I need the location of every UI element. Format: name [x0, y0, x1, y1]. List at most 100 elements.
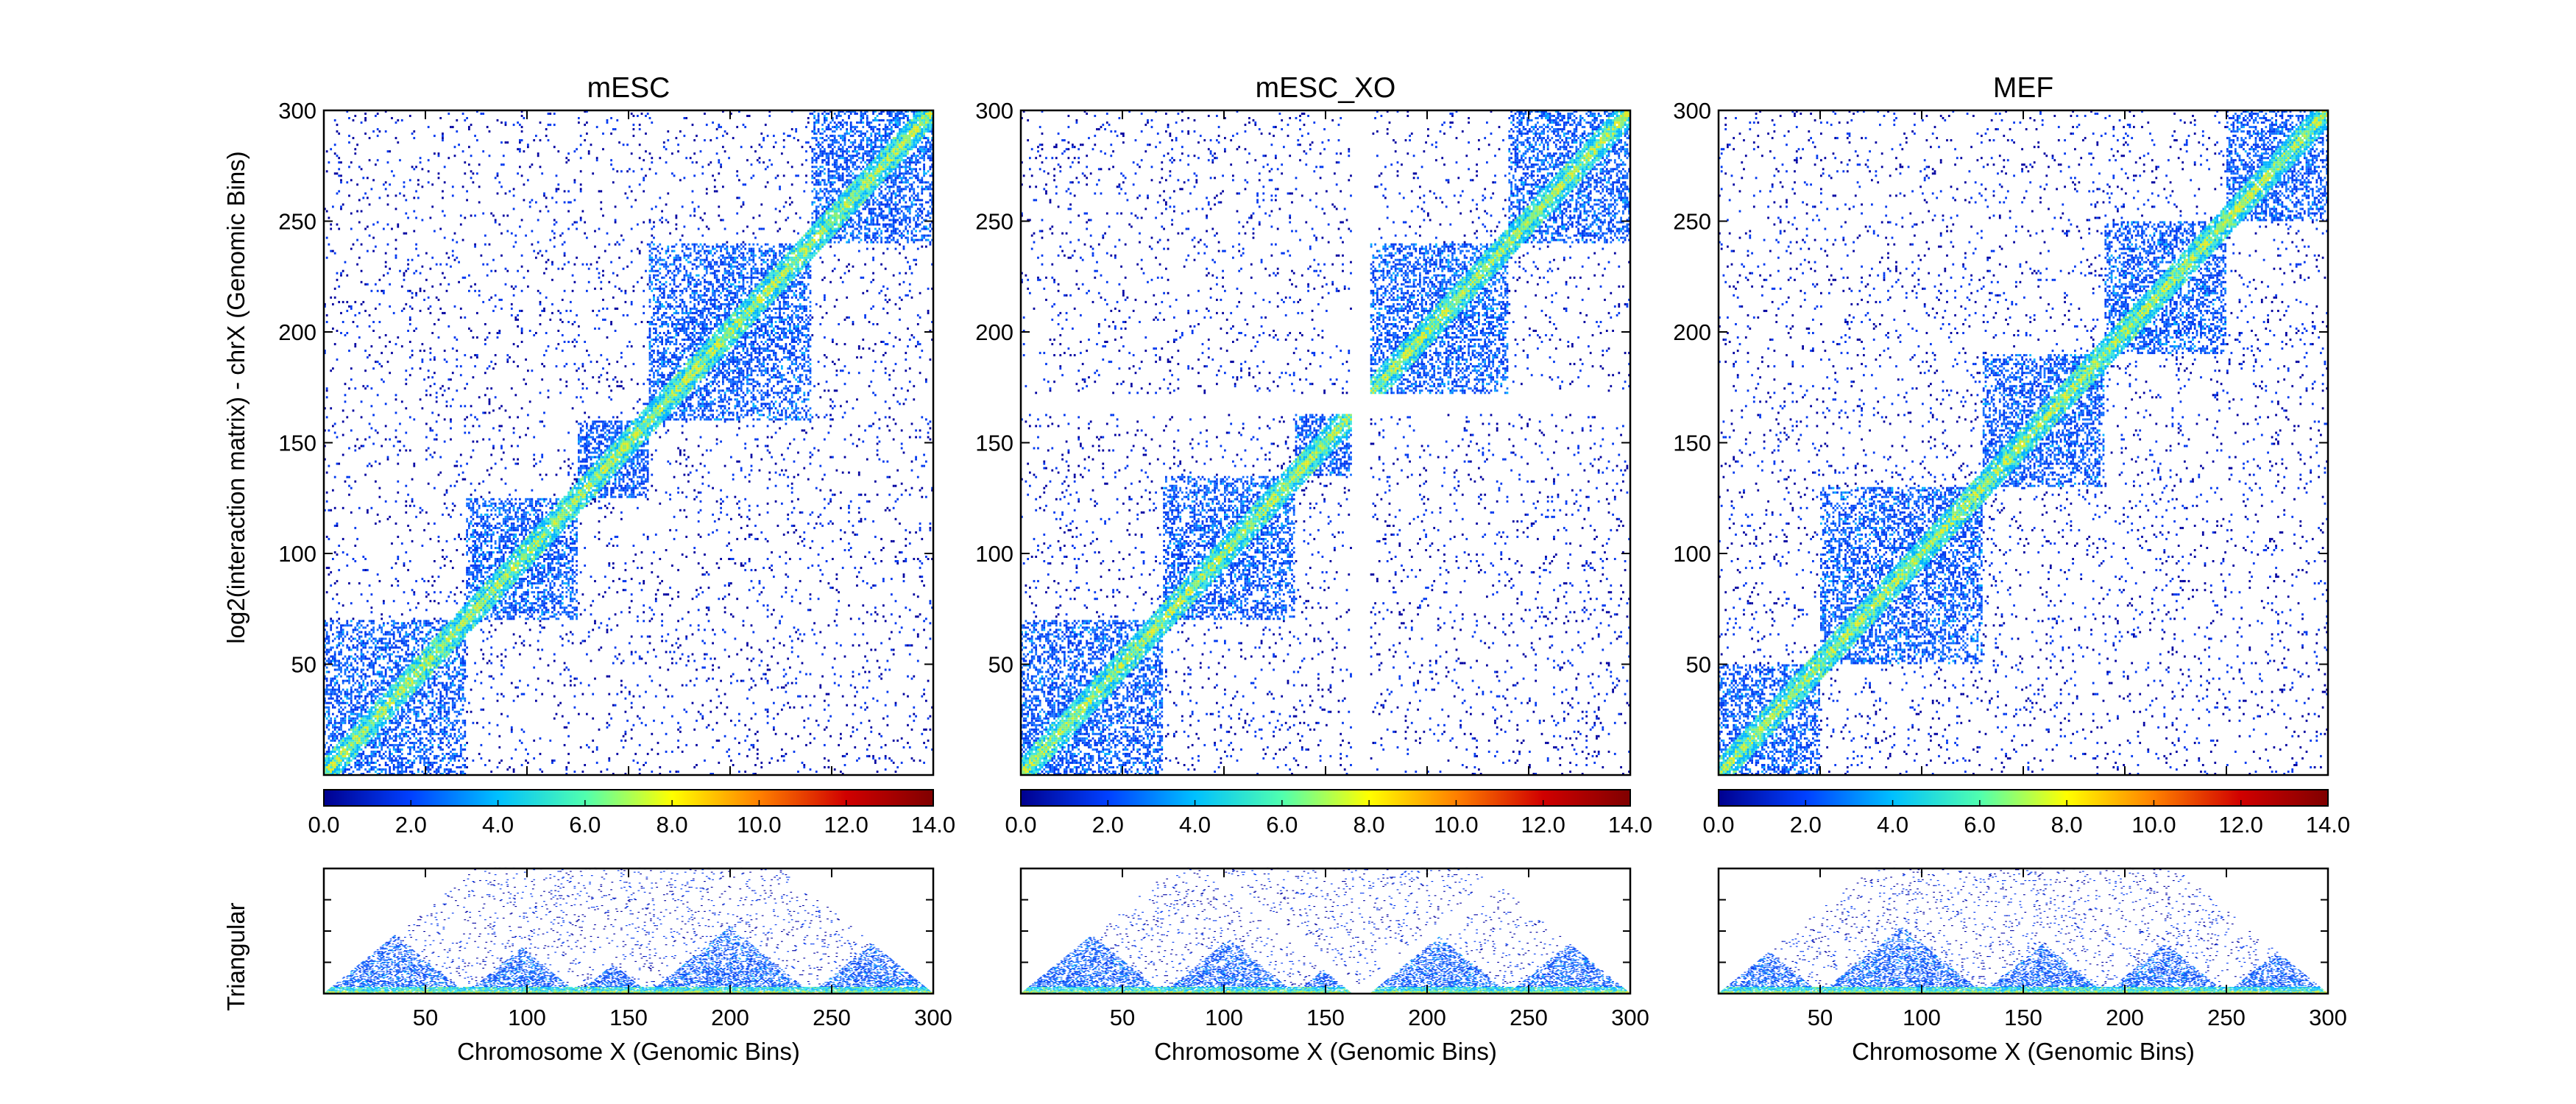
matrix-cell: [328, 729, 330, 731]
matrix-cell: [744, 771, 746, 773]
matrix-cell: [330, 762, 332, 764]
matrix-cell: [438, 771, 440, 773]
matrix-cell: [330, 753, 332, 755]
matrix-cell: [328, 722, 330, 724]
matrix-cell: [645, 762, 647, 764]
matrix-cell: [326, 387, 328, 389]
matrix-cell: [397, 762, 399, 764]
matrix-cell: [334, 746, 336, 749]
matrix-cell: [446, 768, 448, 771]
matrix-cell: [328, 648, 330, 651]
matrix-cell: [385, 771, 387, 773]
matrix-cell: [332, 731, 334, 733]
matrix-cell: [354, 762, 356, 764]
matrix-cell: [856, 760, 858, 762]
matrix-cell: [332, 640, 334, 642]
matrix-cell: [393, 766, 395, 768]
matrix-cell: [340, 768, 342, 771]
matrix-cell: [754, 764, 757, 766]
matrix-cell: [326, 764, 328, 766]
matrix-cell: [383, 768, 385, 771]
matrix-cell: [431, 766, 434, 768]
matrix-cell: [332, 737, 334, 740]
matrix-cell: [336, 771, 339, 773]
matrix-cell: [330, 771, 332, 773]
matrix-cell: [405, 762, 407, 764]
matrix-cell: [336, 580, 339, 582]
matrix-cell: [553, 760, 556, 762]
matrix-cell: [332, 622, 334, 624]
matrix-cell: [326, 726, 328, 729]
matrix-cell: [326, 321, 328, 323]
matrix-cell: [428, 771, 430, 773]
matrix-cell: [326, 631, 328, 633]
matrix-cell: [336, 737, 339, 740]
matrix-cell: [328, 538, 330, 540]
matrix-cell: [326, 742, 328, 744]
matrix-cell: [403, 764, 406, 766]
matrix-cell: [354, 766, 356, 768]
matrix-cell: [336, 689, 339, 691]
matrix-cell: [326, 150, 328, 152]
matrix-cell: [375, 771, 377, 773]
matrix-cell: [369, 762, 371, 764]
matrix-cell: [330, 571, 332, 573]
matrix-cell: [551, 760, 553, 762]
matrix-cell: [330, 656, 332, 658]
matrix-cell: [336, 593, 339, 595]
matrix-cell: [439, 764, 442, 766]
matrix-cell: [336, 436, 339, 439]
matrix-cell: [328, 702, 330, 704]
matrix-cell: [454, 771, 456, 773]
matrix-cell: [606, 768, 609, 771]
matrix-cell: [332, 698, 334, 700]
matrix-cell: [330, 735, 332, 737]
matrix-cell: [336, 124, 339, 126]
matrix-cell: [395, 766, 397, 768]
matrix-cell: [584, 764, 586, 766]
matrix-cell: [405, 771, 407, 773]
matrix-cell: [399, 766, 401, 768]
matrix-cell: [874, 760, 877, 762]
matrix-cell: [896, 766, 899, 768]
matrix-cell: [676, 771, 678, 773]
matrix-cell: [401, 762, 403, 764]
matrix-cell: [334, 637, 336, 640]
matrix-cell: [336, 715, 339, 718]
matrix-cell: [326, 237, 328, 239]
y-axis-label: log2(interaction matrix) - chrX (Genomic…: [222, 151, 250, 643]
matrix-cell: [330, 250, 332, 252]
matrix-cell: [336, 330, 339, 332]
matrix-cell: [356, 768, 358, 771]
matrix-cell: [401, 766, 403, 768]
matrix-cell: [332, 771, 334, 773]
matrix-cell: [328, 567, 330, 569]
matrix-cell: [336, 698, 339, 700]
matrix-cell: [401, 764, 403, 766]
matrix-cell: [328, 764, 330, 766]
matrix-cell: [391, 762, 393, 764]
matrix-cell: [405, 768, 407, 771]
matrix-cell: [395, 760, 397, 762]
matrix-cell: [344, 771, 347, 773]
matrix-cell: [326, 624, 328, 626]
matrix-cell: [334, 665, 336, 667]
matrix-cell: [330, 624, 332, 626]
matrix-cell: [777, 760, 779, 762]
matrix-cell: [326, 654, 328, 656]
matrix-cell: [344, 766, 347, 768]
matrix-cell: [334, 343, 336, 345]
matrix-cell: [332, 704, 334, 707]
matrix-cell: [893, 762, 895, 764]
matrix-cell: [442, 760, 444, 762]
matrix-cell: [332, 328, 334, 330]
matrix-cell: [334, 737, 336, 740]
matrix-cell: [423, 764, 425, 766]
matrix-cell: [336, 669, 339, 671]
matrix-cell: [326, 766, 328, 768]
matrix-cell: [369, 771, 371, 773]
matrix-cell: [361, 762, 363, 764]
matrix-cell: [456, 766, 458, 768]
matrix-cell: [326, 389, 328, 392]
matrix-cell: [328, 757, 330, 760]
